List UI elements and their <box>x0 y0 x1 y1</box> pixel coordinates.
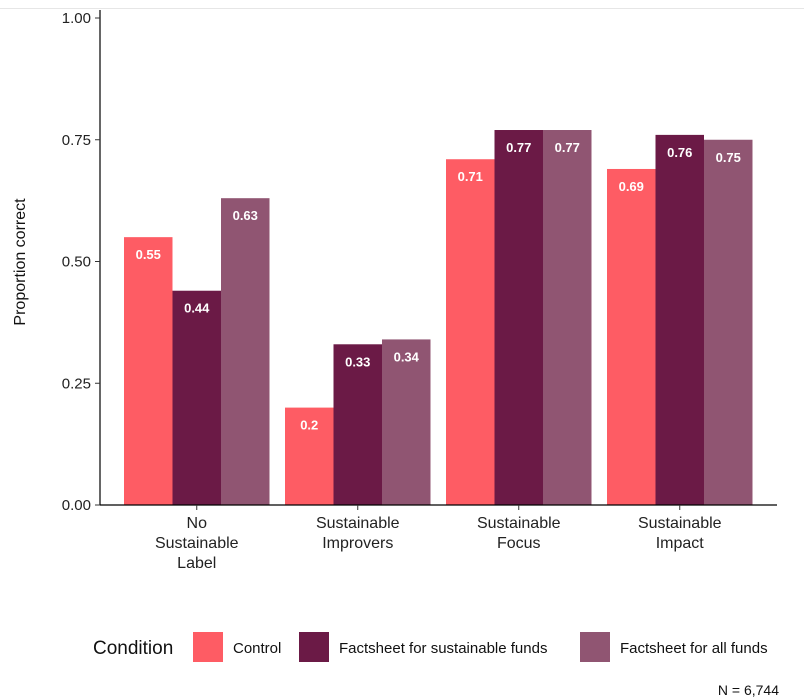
bar <box>221 198 270 505</box>
bar-value-label: 0.2 <box>300 418 318 433</box>
y-tick-label: 1.00 <box>62 10 91 27</box>
bar <box>172 290 221 505</box>
axes-group: 0.00 0.25 0.50 0.75 1.00 <box>62 10 777 514</box>
legend-swatch <box>193 632 223 662</box>
bar-value-label: 0.75 <box>716 150 741 165</box>
top-divider <box>0 8 804 9</box>
x-category-label: Sustainable Impact <box>638 515 722 552</box>
bar <box>607 168 656 505</box>
bar-value-label: 0.76 <box>667 145 692 160</box>
bar-value-label: 0.69 <box>619 179 644 194</box>
y-axis-title: Proportion correct <box>12 198 29 326</box>
x-category-label: Sustainable Improvers <box>316 515 400 552</box>
bar-labels-group: 0.55 0.2 0.71 0.69 0.44 0.33 0.77 0.76 0.63 0.34 0… <box>136 140 741 433</box>
bar <box>446 159 495 506</box>
y-tick-label: 0.00 <box>62 497 91 514</box>
bar-value-label: 0.63 <box>233 208 258 223</box>
legend-title: Condition <box>93 638 173 659</box>
x-category-label: Sustainable Focus <box>477 515 561 552</box>
legend-label: Factsheet for sustainable funds <box>339 640 547 657</box>
category-labels-group: No Sustainable Label Sustainable Improvers Su… <box>155 515 722 572</box>
legend-item: Factsheet for all funds <box>580 632 768 662</box>
y-tick-label: 0.50 <box>62 254 91 271</box>
bar <box>704 139 753 505</box>
legend-label: Factsheet for all funds <box>620 640 768 657</box>
legend-label: Control <box>233 640 281 657</box>
bar <box>382 339 431 505</box>
bar-value-label: 0.34 <box>394 349 420 364</box>
bar-value-label: 0.71 <box>458 169 483 184</box>
bar-value-label: 0.77 <box>506 140 531 155</box>
sample-size-note: N = 6,744 <box>718 682 779 698</box>
bar <box>494 130 543 505</box>
legend-item: Control <box>193 632 281 662</box>
y-tick-label: 0.25 <box>62 375 91 392</box>
bar <box>333 344 382 505</box>
legend: Condition Control Factsheet for sustainab… <box>93 632 768 662</box>
bar <box>285 407 334 505</box>
bars-group <box>124 130 753 506</box>
bar-value-label: 0.44 <box>184 301 210 316</box>
y-tick-label: 0.75 <box>62 132 91 149</box>
bar <box>655 134 704 505</box>
legend-item: Factsheet for sustainable funds <box>299 632 547 662</box>
bar-value-label: 0.33 <box>345 354 370 369</box>
x-category-label: No Sustainable Label <box>155 515 239 572</box>
legend-swatch <box>580 632 610 662</box>
bar-value-label: 0.55 <box>136 247 161 262</box>
legend-swatch <box>299 632 329 662</box>
bar <box>543 130 592 505</box>
bar <box>124 237 173 505</box>
bar-value-label: 0.77 <box>555 140 580 155</box>
